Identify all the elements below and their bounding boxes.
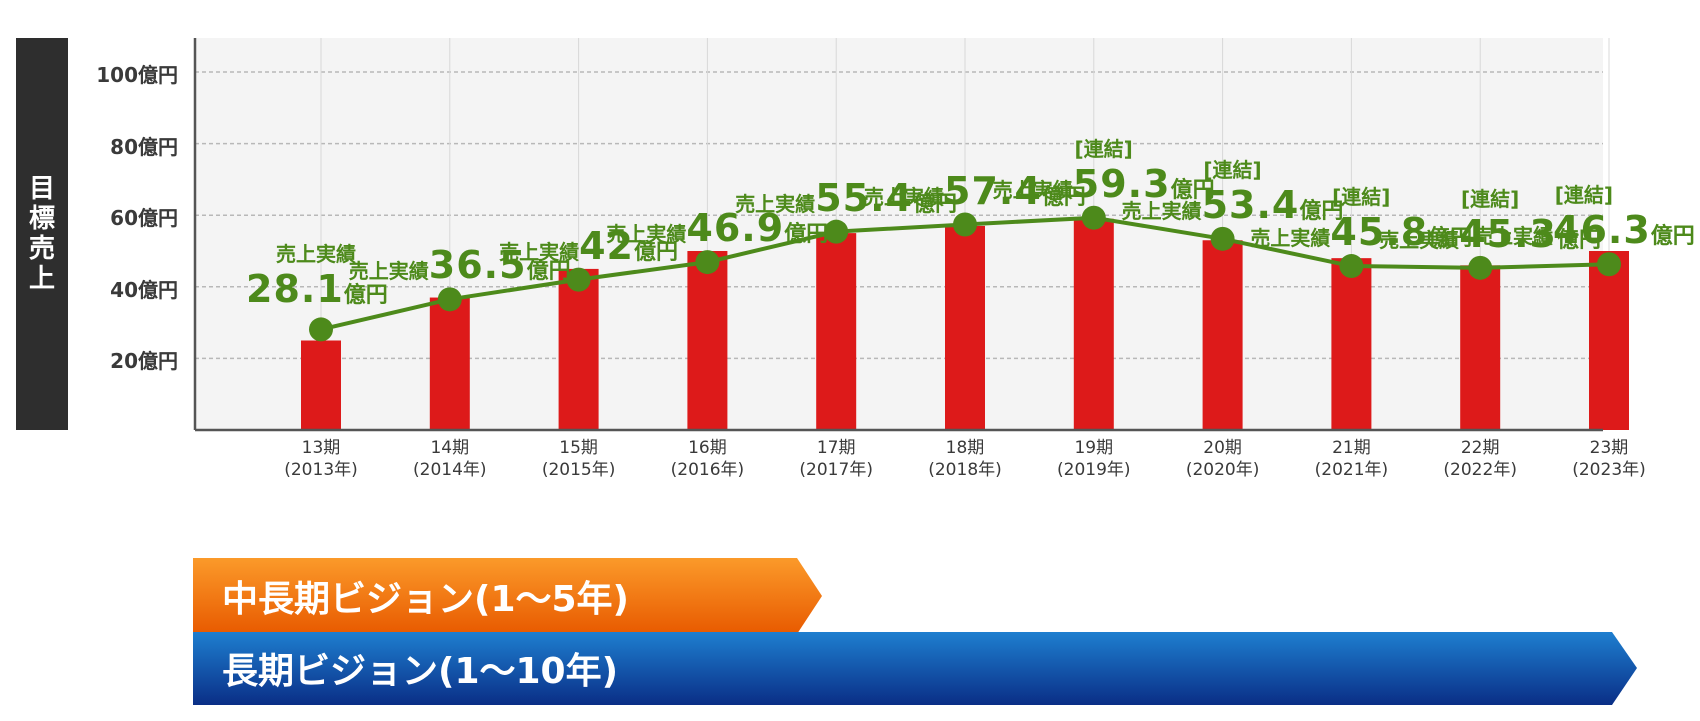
data-point — [1081, 205, 1106, 230]
x-tick-label: 17期 (2017年) — [799, 438, 873, 480]
data-label: [連結] 売上実績46.3億円 — [1473, 179, 1695, 252]
data-label-unit: 億円 — [784, 222, 829, 248]
data-label-caption: 売上実績 — [864, 184, 944, 209]
x-tick-label: 16期 (2016年) — [670, 438, 745, 480]
bar — [1073, 218, 1114, 430]
y-axis-label: 目標売上 — [28, 174, 55, 294]
data-label-unit: 億円 — [1299, 198, 1344, 224]
y-tick-label: 20億円 — [110, 349, 178, 374]
data-label-caption: 売上実績 — [348, 259, 429, 284]
data-point — [824, 219, 849, 244]
data-point — [566, 267, 591, 292]
data-label-caption: 売上実績 — [992, 177, 1073, 202]
data-label-value: 28.1 — [246, 267, 344, 312]
data-label: 売上実績36.5億円 — [349, 243, 571, 287]
data-label-value: 55.4 — [815, 175, 913, 220]
x-tick-label: 15期 (2015年) — [541, 438, 616, 480]
bar — [558, 268, 599, 430]
data-point — [695, 250, 720, 275]
axes — [193, 38, 1603, 432]
data-label-unit: 億円 — [1170, 177, 1215, 203]
x-tick-label: 20期 (2020年) — [1185, 438, 1260, 480]
data-label-value: 46.9 — [686, 206, 785, 251]
x-tick-label: 21期 (2021年) — [1314, 438, 1389, 480]
data-label-value: 45.3 — [1459, 211, 1557, 256]
data-label-value: 36.5 — [428, 243, 527, 288]
bar — [1331, 258, 1372, 430]
data-label-unit: 億円 — [1650, 224, 1695, 250]
mid-term-vision-label: 中長期ビジョン(1～5年) — [222, 579, 630, 620]
data-point — [1210, 226, 1235, 251]
x-tick-label: 18期 (2018年) — [928, 438, 1002, 480]
data-label-unit: 億円 — [1556, 227, 1601, 253]
data-label-caption: 売上実績 — [735, 191, 816, 216]
data-label: 売上実績42億円 — [499, 224, 678, 268]
x-tick-label: 13期 (2013年) — [284, 438, 358, 480]
data-label-unit: 億円 — [912, 191, 957, 217]
data-label-caption: 売上実績 — [276, 242, 356, 267]
data-label-caption: 売上実績 — [606, 222, 687, 247]
data-label-value: 46.3 — [1553, 208, 1651, 253]
bar — [301, 340, 341, 430]
data-label-value: 53.4 — [1201, 182, 1300, 227]
data-label-unit: 億円 — [633, 239, 678, 265]
bar — [429, 297, 470, 430]
data-label-caption: 売上実績 — [499, 239, 580, 264]
data-point — [953, 212, 977, 237]
data-label-unit: 億円 — [1041, 184, 1086, 210]
data-label-unit: 億円 — [526, 259, 571, 285]
y-axis-label-box: 目標売上 — [16, 38, 68, 430]
data-label-value: 59.3 — [1072, 161, 1171, 206]
data-label-prefix: [連結] — [1460, 186, 1520, 211]
data-label-caption: 売上実績 — [1121, 198, 1202, 223]
data-label-value: 45.8 — [1330, 210, 1429, 255]
data-label-prefix: [連結] — [1203, 157, 1262, 182]
line-series — [309, 205, 1621, 342]
y-tick-label: 40億円 — [110, 277, 178, 302]
data-label: 売上実績46.9億円 — [606, 206, 828, 250]
data-label: 売上実績 28.1億円 — [246, 238, 388, 311]
data-point — [1468, 255, 1493, 280]
data-label-value: 42 — [579, 223, 634, 268]
data-label: [連結] 売上実績53.4億円 — [1122, 154, 1344, 227]
bar — [1202, 240, 1243, 430]
x-tick-label: 14期 (2014年) — [413, 438, 487, 480]
data-point — [309, 317, 333, 342]
data-label: [連結] 売上実績45.3億円 — [1379, 183, 1601, 256]
data-label-unit: 億円 — [343, 283, 388, 309]
data-label-unit: 億円 — [1428, 226, 1473, 252]
bar — [816, 233, 857, 430]
long-term-vision-label: 長期ビジョン(1～10年) — [222, 651, 619, 692]
x-tick-label: 23期 (2023年) — [1572, 438, 1646, 480]
data-label: 売上実績55.4億円 — [735, 176, 957, 220]
x-tick-label: 19期 (2019年) — [1057, 438, 1131, 480]
data-label-prefix: [連結] — [1554, 183, 1614, 208]
y-tick-label: 80億円 — [110, 134, 178, 159]
x-tick-label: 22期 (2022年) — [1443, 438, 1517, 480]
bar — [1460, 265, 1501, 430]
data-label-prefix: [連結] — [1074, 136, 1133, 161]
data-point — [1597, 252, 1621, 277]
data-point — [437, 287, 462, 312]
data-label-caption: 売上実績 — [1379, 227, 1460, 252]
bar — [687, 251, 728, 430]
long-term-vision-banner — [193, 632, 1637, 705]
data-point — [1339, 254, 1364, 279]
data-label: [連結] 売上実績45.8億円 — [1250, 181, 1472, 254]
data-label: [連結] 売上実績59.3億円 — [993, 133, 1215, 206]
y-tick-label: 100億円 — [96, 63, 178, 87]
data-label-prefix: [連結] — [1332, 185, 1391, 210]
data-label-caption: 売上実績 — [1473, 224, 1553, 249]
bar-series — [301, 218, 1629, 430]
bar — [1589, 251, 1629, 430]
data-label-value: 57.4 — [944, 168, 1042, 213]
mid-term-vision-banner — [193, 558, 822, 634]
bar — [945, 225, 985, 430]
data-label: 売上実績57.4億円 — [864, 169, 1086, 213]
data-label-caption: 売上実績 — [1250, 226, 1331, 251]
y-tick-label: 60億円 — [110, 206, 178, 231]
